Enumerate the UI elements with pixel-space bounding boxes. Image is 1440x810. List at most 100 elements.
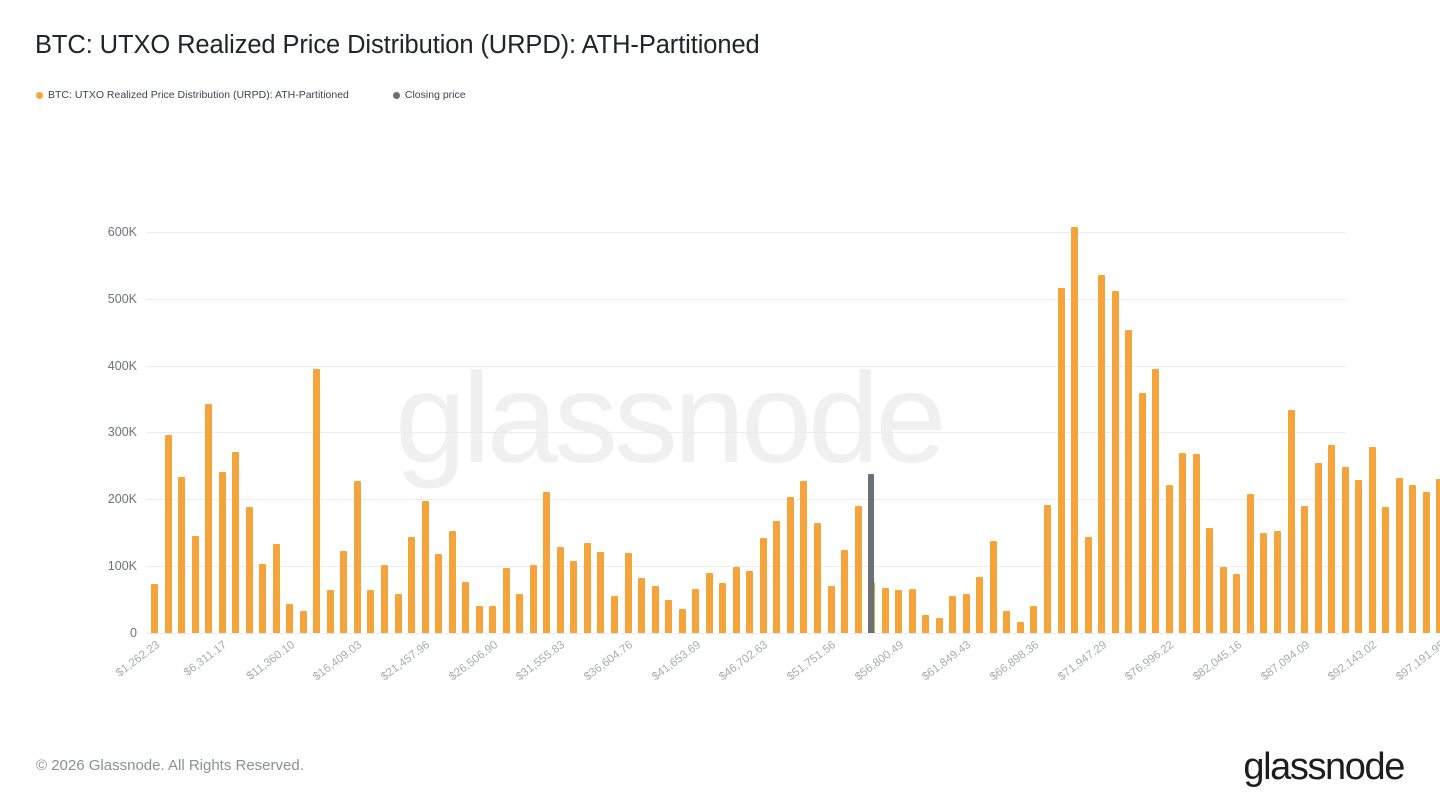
bar[interactable] (1395, 477, 1403, 633)
bar[interactable] (1287, 409, 1295, 633)
bar[interactable] (1314, 463, 1322, 633)
bar[interactable] (1084, 536, 1092, 633)
legend-item-urpd[interactable]: BTC: UTXO Realized Price Distribution (U… (36, 89, 349, 101)
bar[interactable] (516, 594, 524, 633)
bar[interactable] (1355, 479, 1363, 633)
bar[interactable] (205, 404, 213, 633)
bar[interactable] (638, 577, 646, 633)
bar[interactable] (1206, 528, 1214, 633)
bar[interactable] (259, 564, 267, 633)
bar[interactable] (692, 588, 700, 633)
bar[interactable] (1057, 287, 1065, 633)
bar[interactable] (299, 610, 307, 633)
bar[interactable] (786, 496, 794, 633)
bar[interactable] (732, 566, 740, 633)
bar[interactable] (543, 491, 551, 633)
bar[interactable] (448, 531, 456, 633)
bar[interactable] (1016, 621, 1024, 633)
bar[interactable] (151, 584, 158, 633)
bar[interactable] (1071, 227, 1079, 633)
bar[interactable] (1138, 392, 1146, 633)
legend-item-closing-price[interactable]: Closing price (392, 89, 466, 101)
bar[interactable] (1328, 445, 1336, 633)
bar[interactable] (178, 477, 186, 633)
bar[interactable] (976, 576, 984, 633)
bar[interactable] (1219, 567, 1227, 633)
bar[interactable] (381, 565, 388, 633)
bar[interactable] (1179, 453, 1187, 633)
bar[interactable] (367, 590, 375, 633)
bar[interactable] (949, 596, 957, 633)
bar[interactable] (746, 570, 754, 633)
bar[interactable] (1436, 478, 1440, 633)
bar[interactable] (583, 543, 591, 633)
bar[interactable] (922, 614, 930, 633)
bar[interactable] (313, 368, 321, 633)
bar[interactable] (1368, 447, 1376, 633)
bar[interactable] (1111, 291, 1119, 633)
bar[interactable] (800, 481, 808, 633)
bar[interactable] (394, 593, 402, 633)
bar[interactable] (1003, 610, 1011, 633)
bar[interactable] (435, 554, 443, 633)
bar[interactable] (1273, 530, 1281, 633)
bar[interactable] (1233, 574, 1241, 633)
bar[interactable] (624, 553, 632, 633)
bar[interactable] (1260, 532, 1268, 633)
bar[interactable] (286, 603, 294, 633)
bar[interactable] (421, 500, 429, 633)
bar[interactable] (759, 538, 767, 633)
bar[interactable] (854, 505, 862, 633)
bar[interactable] (475, 605, 483, 633)
bar[interactable] (245, 507, 253, 633)
bar[interactable] (1341, 467, 1349, 633)
bar[interactable] (1382, 506, 1390, 633)
bar[interactable] (651, 585, 659, 633)
bar[interactable] (678, 608, 686, 633)
bar[interactable] (665, 600, 673, 633)
bar[interactable] (326, 589, 334, 633)
bar[interactable] (1165, 484, 1173, 633)
legend-color-swatch-urpd (36, 91, 43, 99)
bar[interactable] (462, 581, 470, 633)
bar[interactable] (962, 593, 970, 633)
bar[interactable] (989, 541, 997, 633)
bar[interactable] (529, 564, 537, 633)
bar[interactable] (881, 587, 889, 633)
footer-copyright: © 2026 Glassnode. All Rights Reserved. (36, 757, 304, 774)
bar[interactable] (1098, 275, 1106, 633)
bar[interactable] (408, 537, 416, 633)
bar[interactable] (489, 606, 497, 633)
bar[interactable] (1422, 491, 1430, 633)
bar[interactable] (1301, 505, 1309, 633)
bar[interactable] (164, 435, 172, 633)
bar[interactable] (1152, 368, 1160, 633)
bar[interactable] (895, 589, 903, 633)
bar[interactable] (1125, 330, 1133, 633)
bar[interactable] (841, 550, 849, 633)
bar[interactable] (611, 595, 619, 633)
bar[interactable] (1192, 454, 1200, 633)
bar[interactable] (272, 544, 280, 633)
bar[interactable] (1246, 493, 1254, 633)
bar[interactable] (340, 551, 348, 633)
bar[interactable] (502, 568, 510, 633)
bar[interactable] (1409, 485, 1417, 633)
bar[interactable] (705, 572, 713, 633)
bar[interactable] (935, 617, 943, 633)
bar[interactable] (556, 547, 564, 633)
bar[interactable] (597, 552, 605, 633)
bar[interactable] (773, 520, 781, 633)
bar[interactable] (908, 588, 916, 633)
bar[interactable] (218, 471, 226, 633)
bar[interactable] (719, 582, 727, 633)
bar[interactable] (1030, 605, 1038, 633)
bar[interactable] (232, 452, 240, 633)
bar[interactable] (353, 481, 361, 633)
bar[interactable] (570, 560, 578, 633)
bar[interactable] (827, 585, 835, 633)
bar[interactable] (1043, 505, 1051, 633)
bar[interactable] (813, 522, 821, 633)
closing-price-bar[interactable] (868, 473, 875, 633)
bar[interactable] (191, 536, 199, 633)
